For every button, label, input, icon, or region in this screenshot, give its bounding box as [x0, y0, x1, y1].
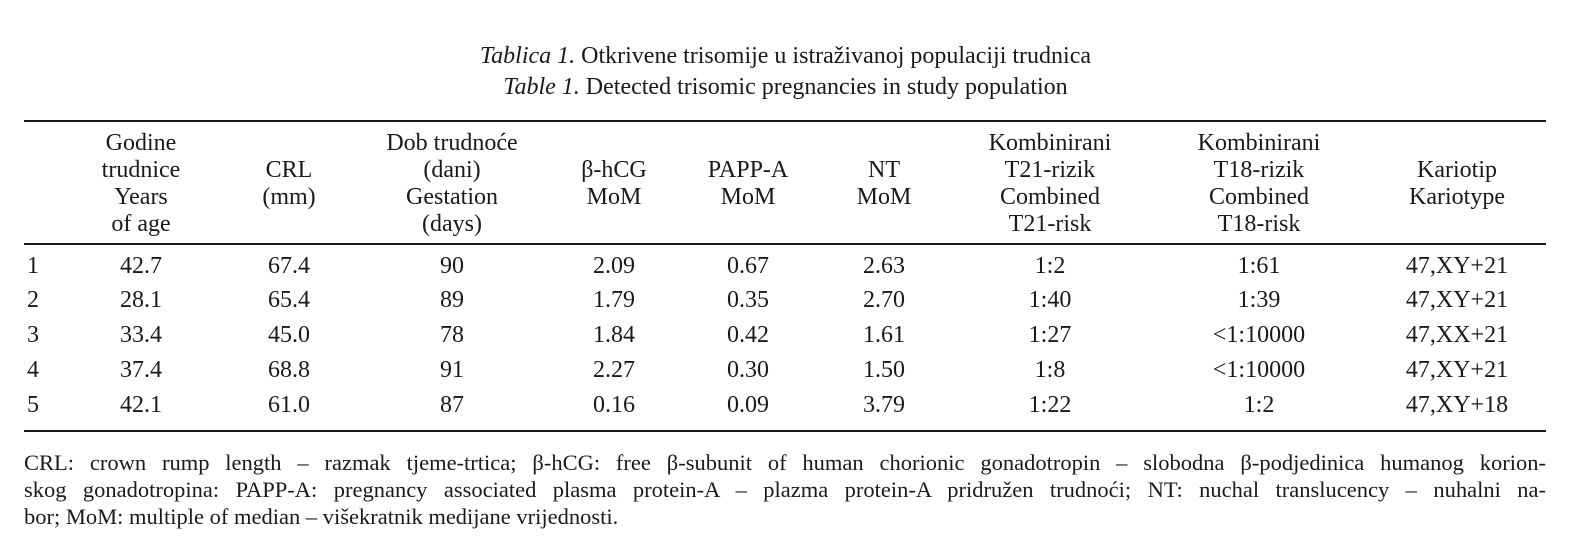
table-cell: 61.0 [268, 392, 310, 418]
row-number: 4 [27, 357, 39, 383]
table-cell: 37.4 [120, 357, 162, 383]
column-header: Kariotip Kariotype [1347, 128, 1567, 240]
column-header-line: Combined [1209, 184, 1309, 210]
table-cell: 47,XY+21 [1405, 253, 1509, 279]
column-header: Kombinirani T18-rizik Combined T18-risk [1149, 128, 1369, 240]
table-cell: 2.27 [593, 357, 635, 383]
table-cell: 89 [440, 287, 464, 313]
column-header-line: MoM [720, 184, 776, 210]
column-header-line: Kombinirani [1197, 130, 1321, 156]
column-header-line: T21-risk [1008, 211, 1092, 237]
column-header-line: T21-rizik [1004, 157, 1096, 183]
footnote-line: skog gonadotropina: PAPP-A: pregnancy as… [24, 477, 1546, 502]
table-cell: 28.1 [120, 287, 162, 313]
column-header-line: CRL [265, 157, 313, 183]
table-cell: 2.70 [863, 287, 905, 313]
column-header-line: Kombinirani [988, 130, 1112, 156]
table-cell: 87 [440, 392, 464, 418]
column-header: Kombinirani T21-rizik Combined T21-risk [940, 128, 1160, 240]
table-cell: 1:8 [1034, 357, 1066, 383]
column-header-line: Years [114, 184, 168, 210]
column-header-line: MoM [586, 184, 642, 210]
column-header-line: Godine [105, 130, 177, 156]
table-cell: 42.7 [120, 253, 162, 279]
table-cell: 42.1 [120, 392, 162, 418]
table-cell: 1.50 [863, 357, 905, 383]
footnote-line: bor; MoM: multiple of median – višekratn… [24, 504, 619, 529]
table-row: 1 42.7 67.4 90 2.09 0.67 2.63 1:2 1:61 47,XY+21 [0, 249, 1571, 283]
row-number: 1 [27, 253, 39, 279]
table-cell: 1:22 [1028, 392, 1072, 418]
table-header-rule [24, 243, 1546, 245]
table-cell: 1.79 [593, 287, 635, 313]
table-cell: <1:10000 [1212, 357, 1306, 383]
table-cell: 1:39 [1237, 287, 1281, 313]
table-cell: 90 [440, 253, 464, 279]
column-header-line: Kariotip [1417, 157, 1497, 183]
column-header-line: Kariotype [1409, 184, 1505, 210]
table-cell: 65.4 [268, 287, 310, 313]
column-header-line: Gestation [406, 184, 498, 210]
table-row: 3 33.4 45.0 78 1.84 0.42 1.61 1:27 <1:10000 47,XX… [0, 318, 1571, 352]
table-cell: 3.79 [863, 392, 905, 418]
row-number: 2 [27, 287, 39, 313]
table-cell: 47,XY+21 [1405, 287, 1509, 313]
table-cell: 0.35 [727, 287, 769, 313]
table-cell: 1:27 [1028, 322, 1072, 348]
table-cell: <1:10000 [1212, 322, 1306, 348]
column-header: Dob trudnoće (dani) Gestation (days) [342, 128, 562, 240]
table-cell: 67.4 [268, 253, 310, 279]
column-header-line: (days) [422, 211, 482, 237]
row-number: 3 [27, 322, 39, 348]
table-cell: 1.61 [863, 322, 905, 348]
column-header: NT MoM [774, 128, 994, 240]
table-row: 2 28.1 65.4 89 1.79 0.35 2.70 1:40 1:39 47,XY+21 [0, 283, 1571, 317]
column-header-line: MoM [856, 184, 912, 210]
column-header-line: Combined [1000, 184, 1100, 210]
table-cell: 68.8 [268, 357, 310, 383]
table-caption-croatian: Tablica 1. Otkrivene trisomije u istraži… [480, 43, 1091, 69]
table-cell: 2.09 [593, 253, 635, 279]
table-cell: 33.4 [120, 322, 162, 348]
table-cell: 47,XX+21 [1405, 322, 1509, 348]
column-header: β-hCG MoM [504, 128, 724, 240]
row-number: 5 [27, 392, 39, 418]
table-cell: 91 [440, 357, 464, 383]
column-header: Godine trudnice Years of age [31, 128, 251, 240]
column-header: CRL (mm) [179, 128, 399, 240]
column-header-line: (dani) [423, 157, 481, 183]
column-header-line: Dob trudnoće [386, 130, 518, 156]
table-footnote: CRL: crown rump length – razmak tjeme-tr… [24, 449, 1546, 530]
column-header-line: β-hCG [581, 157, 647, 183]
table-cell: 2.63 [863, 253, 905, 279]
column-header-line: (mm) [262, 184, 316, 210]
table-cell: 47,XY+18 [1405, 392, 1509, 418]
footnote-line: CRL: crown rump length – razmak tjeme-tr… [24, 450, 1546, 475]
table-cell: 0.09 [727, 392, 769, 418]
table-cell: 0.67 [727, 253, 769, 279]
column-header-line: NT [868, 157, 900, 183]
table-cell: 1:2 [1034, 253, 1066, 279]
table-row: 5 42.1 61.0 87 0.16 0.09 3.79 1:22 1:2 47,XY+18 [0, 388, 1571, 422]
column-header-line: PAPP-A [707, 157, 789, 183]
table-cell: 45.0 [268, 322, 310, 348]
column-header-line: T18-rizik [1213, 157, 1305, 183]
table-cell: 1.84 [593, 322, 635, 348]
table-cell: 0.42 [727, 322, 769, 348]
table-cell: 1:40 [1028, 287, 1072, 313]
column-header-line: of age [111, 211, 171, 237]
column-header: PAPP-A MoM [638, 128, 858, 240]
table-cell: 1:2 [1243, 392, 1275, 418]
table-cell: 78 [440, 322, 464, 348]
table-cell: 0.30 [727, 357, 769, 383]
table-bottom-rule [24, 430, 1546, 432]
column-header-line: T18-risk [1217, 211, 1301, 237]
table-cell: 1:61 [1237, 253, 1281, 279]
column-header-line: trudnice [101, 157, 181, 183]
table-row: 4 37.4 68.8 91 2.27 0.30 1.50 1:8 <1:10000 47,XY+… [0, 353, 1571, 387]
table-caption-english: Table 1. Detected trisomic pregnancies i… [503, 74, 1068, 100]
table-cell: 0.16 [593, 392, 635, 418]
table-top-rule [24, 120, 1546, 122]
table-cell: 47,XY+21 [1405, 357, 1509, 383]
